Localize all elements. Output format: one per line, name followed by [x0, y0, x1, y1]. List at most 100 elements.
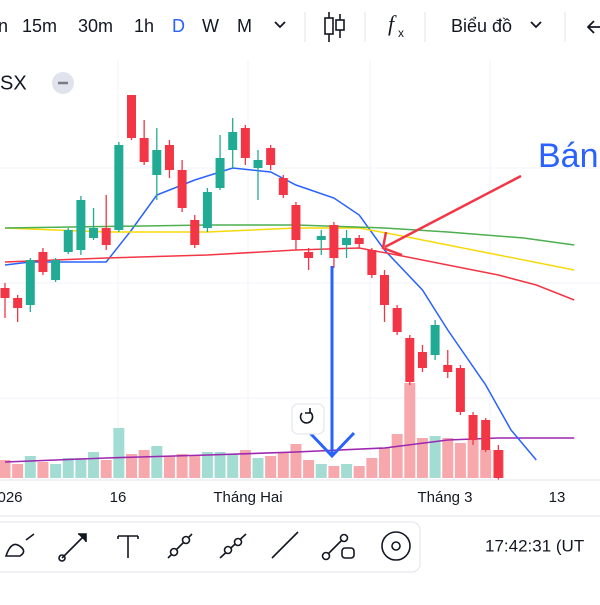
x-tick-label: 16	[110, 489, 127, 506]
candle-body	[493, 450, 503, 478]
volume-bar	[138, 450, 150, 478]
volume-bar	[227, 454, 239, 478]
interval[interactable]: n	[0, 16, 8, 36]
volume-bar	[391, 434, 403, 478]
x-tick-label: 13	[549, 489, 566, 506]
volume-bar	[189, 456, 201, 478]
candle-body	[164, 145, 174, 170]
volume-bar	[315, 464, 327, 478]
volume-bar	[404, 383, 416, 478]
volume-bar	[429, 436, 441, 478]
volume-bar	[265, 456, 277, 478]
candle-body	[342, 238, 352, 245]
volume-bar	[12, 464, 24, 478]
toolbar	[0, 0, 600, 52]
candle-body	[177, 170, 187, 208]
visibility-tool[interactable]	[381, 531, 411, 561]
volume-bar	[37, 462, 49, 478]
candle-body	[266, 148, 276, 165]
candle-body	[443, 365, 453, 372]
x-labels: 026 16 Tháng Hai Tháng 3 13	[0, 489, 565, 506]
indicator-sub: x	[398, 26, 404, 40]
volume-bar	[366, 458, 378, 478]
candle-body	[278, 178, 288, 195]
volume-bar	[277, 452, 289, 478]
chevron	[274, 21, 286, 29]
volume-bar	[163, 456, 175, 478]
x-tick-label: Tháng 3	[417, 489, 472, 506]
volume-bar	[252, 458, 264, 478]
interval[interactable]: 1h	[134, 16, 154, 36]
candle-body	[392, 308, 402, 332]
candle-body	[417, 352, 427, 368]
moving-average	[4, 227, 575, 271]
candle-body	[13, 298, 23, 308]
volume-bar	[50, 464, 62, 478]
volume-bar	[126, 454, 137, 478]
volume-bar	[341, 464, 353, 478]
candle-body	[304, 252, 314, 258]
candle-body	[481, 420, 491, 450]
chevron	[530, 21, 542, 29]
candle-body	[468, 415, 478, 440]
candle-body	[25, 260, 35, 305]
volume-bar	[454, 443, 466, 478]
interval[interactable]: W	[202, 16, 219, 36]
volume-bar	[88, 452, 100, 478]
candle-body	[89, 228, 99, 238]
candle-body	[430, 325, 440, 355]
candle-body	[152, 150, 162, 175]
handle	[58, 554, 66, 562]
volume-bar	[100, 460, 112, 478]
candle-body	[190, 220, 200, 245]
candle-body	[202, 192, 212, 228]
candle-body	[76, 200, 86, 250]
candle-body	[240, 128, 250, 158]
candle-body	[139, 138, 149, 162]
arrow-shaft	[384, 174, 522, 249]
interval[interactable]: D	[172, 16, 185, 36]
volume-bar	[201, 452, 213, 478]
volume-bar	[290, 444, 302, 478]
candle-icon[interactable]	[324, 12, 345, 42]
volume-bar	[328, 466, 340, 478]
indicator-icon[interactable]: f	[388, 11, 397, 36]
volume-bar	[214, 452, 226, 478]
chart-type-menu[interactable]: Biểu đồ	[451, 16, 512, 36]
candle-body	[367, 250, 377, 275]
back-icon[interactable]	[586, 20, 600, 34]
plot	[0, 95, 575, 480]
volume-bar	[416, 438, 428, 478]
line-tool[interactable]	[271, 531, 299, 559]
volume-bar	[24, 456, 36, 478]
candle-body	[51, 260, 61, 280]
candle-body	[329, 225, 339, 258]
text-tool[interactable]	[117, 535, 139, 558]
symbol: SX	[0, 72, 27, 94]
brush-tool[interactable]	[4, 533, 35, 557]
moving-average	[4, 167, 537, 461]
candle-body	[101, 228, 111, 245]
drawing-tools	[4, 531, 411, 562]
candle-body	[114, 145, 124, 230]
candle-body	[0, 288, 10, 298]
volume-bar	[480, 450, 492, 478]
arrow-tool-head	[78, 533, 87, 542]
candle-body	[127, 95, 136, 138]
drawing-toolbar	[0, 521, 421, 573]
volume-bar	[442, 438, 454, 478]
reset-button[interactable]	[291, 403, 325, 435]
candle-body	[316, 236, 326, 240]
ray-tool[interactable]	[219, 533, 247, 559]
volume-bar	[176, 454, 188, 478]
interval[interactable]: 15m	[22, 16, 57, 36]
candle-body	[228, 132, 238, 150]
annotation: Bán	[538, 137, 599, 175]
candle-body	[63, 230, 73, 252]
volume-bar	[239, 450, 251, 478]
candle-body	[291, 205, 301, 240]
interval[interactable]: M	[237, 16, 252, 36]
candle-body	[253, 160, 263, 168]
interval[interactable]: 30m	[78, 16, 113, 36]
